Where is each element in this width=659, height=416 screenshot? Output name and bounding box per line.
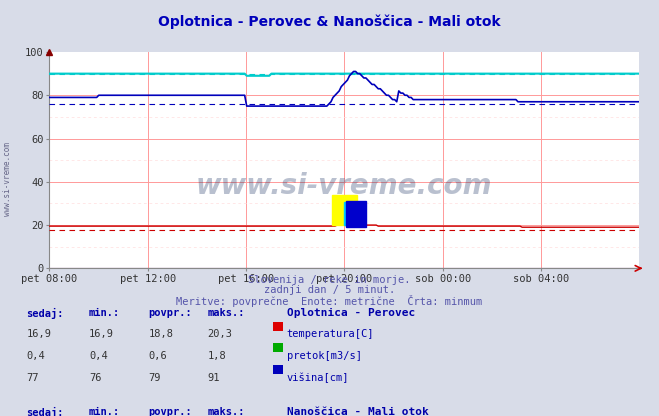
Text: 0,4: 0,4 [89, 351, 107, 361]
Text: povpr.:: povpr.: [148, 308, 192, 318]
Text: 0,4: 0,4 [26, 351, 45, 361]
Text: Nanoščica - Mali otok: Nanoščica - Mali otok [287, 407, 428, 416]
Text: Oplotnica - Perovec & Nanoščica - Mali otok: Oplotnica - Perovec & Nanoščica - Mali o… [158, 15, 501, 29]
Text: min.:: min.: [89, 308, 120, 318]
Text: maks.:: maks.: [208, 308, 245, 318]
Text: višina[cm]: višina[cm] [287, 373, 349, 383]
Text: maks.:: maks.: [208, 407, 245, 416]
Text: www.si-vreme.com: www.si-vreme.com [3, 142, 13, 216]
Text: 91: 91 [208, 373, 220, 383]
Text: 20,3: 20,3 [208, 329, 233, 339]
Text: temperatura[C]: temperatura[C] [287, 329, 374, 339]
Text: 0,6: 0,6 [148, 351, 167, 361]
Text: 16,9: 16,9 [89, 329, 114, 339]
Text: www.si-vreme.com: www.si-vreme.com [196, 172, 492, 200]
Text: sedaj:: sedaj: [26, 407, 64, 416]
Bar [332, 195, 357, 225]
Text: povpr.:: povpr.: [148, 407, 192, 416]
Text: pretok[m3/s]: pretok[m3/s] [287, 351, 362, 361]
Text: Meritve: povprečne  Enote: metrične  Črta: minmum: Meritve: povprečne Enote: metrične Črta:… [177, 295, 482, 307]
Text: zadnji dan / 5 minut.: zadnji dan / 5 minut. [264, 285, 395, 295]
Text: 77: 77 [26, 373, 39, 383]
Text: 1,8: 1,8 [208, 351, 226, 361]
Text: 79: 79 [148, 373, 161, 383]
Text: Slovenija / reke in morje.: Slovenija / reke in morje. [248, 275, 411, 285]
Bar [347, 201, 366, 227]
Text: 16,9: 16,9 [26, 329, 51, 339]
Text: sedaj:: sedaj: [26, 308, 64, 319]
Text: Oplotnica - Perovec: Oplotnica - Perovec [287, 308, 415, 318]
Text: 18,8: 18,8 [148, 329, 173, 339]
Text: min.:: min.: [89, 407, 120, 416]
Text: 76: 76 [89, 373, 101, 383]
Bar [345, 202, 364, 225]
